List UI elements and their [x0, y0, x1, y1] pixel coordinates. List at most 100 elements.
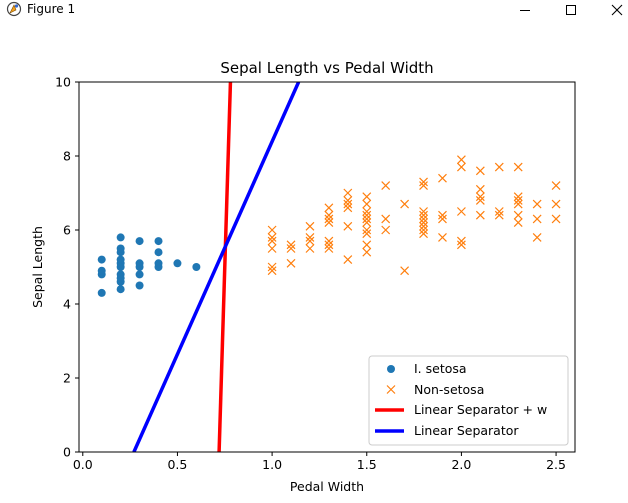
- y-tick-label: 0: [63, 445, 71, 460]
- maximize-icon: [566, 5, 576, 15]
- non-setosa-point: [305, 232, 315, 242]
- legend: I. setosa Non-setosa Linear Separator + …: [368, 355, 569, 446]
- non-setosa-point: [475, 166, 485, 176]
- x-tick-label: 0.5: [167, 457, 187, 472]
- non-setosa-point: [494, 210, 504, 220]
- non-setosa-point: [343, 195, 353, 205]
- non-setosa-point: [456, 240, 466, 250]
- non-setosa-point: [475, 192, 485, 202]
- non-setosa-point: [362, 214, 372, 224]
- non-setosa-point: [513, 192, 523, 202]
- legend-setosa-label: I. setosa: [414, 361, 467, 376]
- non-setosa-point: [381, 214, 391, 224]
- non-setosa-point: [362, 225, 372, 235]
- x-tick-label: 1.0: [262, 457, 282, 472]
- non-setosa-point: [475, 195, 485, 205]
- non-setosa-point: [513, 210, 523, 220]
- x-axis-label: Pedal Width: [290, 479, 364, 494]
- setosa-point: [154, 248, 163, 257]
- minimize-icon: [520, 10, 530, 11]
- non-setosa-point: [343, 188, 353, 198]
- non-setosa-point: [381, 181, 391, 191]
- non-setosa-point: [419, 181, 428, 191]
- setosa-point: [135, 237, 144, 246]
- non-setosa-point: [532, 214, 542, 224]
- close-icon: [611, 4, 623, 16]
- y-tick-label: 4: [63, 297, 71, 312]
- setosa-point: [116, 285, 125, 294]
- setosa-point: [154, 259, 163, 268]
- non-setosa-point: [267, 225, 277, 235]
- window-titlebar: Figure 1: [0, 0, 628, 20]
- non-setosa-point: [419, 218, 428, 228]
- legend-blue-label: Linear Separator: [414, 423, 519, 438]
- non-setosa-point: [362, 247, 372, 257]
- non-setosa-point: [343, 199, 353, 209]
- non-setosa-point: [438, 173, 447, 183]
- x-tick-label: 2.0: [451, 457, 471, 472]
- maximize-button[interactable]: [548, 0, 594, 20]
- non-setosa-point: [305, 221, 315, 231]
- non-setosa-point: [267, 236, 277, 246]
- non-setosa-point: [551, 199, 561, 209]
- minimize-button[interactable]: [502, 0, 548, 20]
- non-setosa-point: [419, 214, 428, 224]
- non-setosa-point: [286, 258, 296, 268]
- non-setosa-point: [267, 262, 277, 272]
- setosa-point: [135, 270, 144, 279]
- non-setosa-point: [324, 244, 334, 253]
- non-setosa-point: [362, 229, 372, 239]
- setosa-point: [135, 259, 144, 268]
- non-setosa-point: [419, 177, 428, 187]
- non-setosa-point: [286, 240, 296, 250]
- non-setosa-point: [438, 214, 447, 224]
- non-setosa-point: [362, 199, 372, 209]
- plot-area: [97, 82, 561, 452]
- non-setosa-point: [475, 210, 485, 220]
- legend-red-label: Linear Separator + w: [414, 402, 547, 417]
- non-setosa-point: [513, 162, 523, 172]
- non-setosa-point: [324, 210, 334, 220]
- non-setosa-point: [532, 199, 542, 209]
- non-setosa-point: [419, 225, 428, 235]
- legend-nonsetosa-label: Non-setosa: [414, 382, 484, 397]
- non-setosa-point: [362, 240, 372, 250]
- y-tick-label: 10: [55, 75, 71, 90]
- setosa-point: [116, 233, 125, 242]
- non-setosa-point: [343, 221, 353, 231]
- non-setosa-point: [324, 214, 334, 224]
- non-setosa-point: [286, 244, 296, 253]
- non-setosa-point: [551, 214, 561, 224]
- separator-w-line: [217, 82, 233, 452]
- non-setosa-point: [362, 192, 372, 202]
- setosa-point: [97, 288, 106, 297]
- non-setosa-point: [267, 244, 277, 253]
- python-figure-icon[interactable]: [6, 1, 22, 17]
- non-setosa-point: [343, 255, 353, 265]
- non-setosa-point: [475, 184, 485, 194]
- non-setosa-point: [362, 207, 372, 216]
- non-setosa-point: [438, 232, 447, 242]
- non-setosa-point: [456, 207, 466, 216]
- axes-frame: [78, 81, 576, 453]
- non-setosa-point: [400, 266, 410, 276]
- non-setosa-point: [381, 225, 391, 235]
- non-setosa-point: [438, 210, 447, 220]
- non-setosa-point: [400, 199, 410, 209]
- x-tick-label: 1.5: [357, 457, 377, 472]
- non-setosa-point: [305, 244, 315, 253]
- y-axis-label: Sepal Length: [30, 226, 45, 308]
- setosa-point: [116, 255, 125, 264]
- non-setosa-point: [532, 232, 542, 242]
- non-setosa-point: [456, 162, 466, 172]
- close-button[interactable]: [594, 0, 628, 20]
- non-setosa-point: [419, 221, 428, 231]
- setosa-point: [97, 255, 106, 264]
- non-setosa-point: [456, 236, 466, 246]
- chart-title: Sepal Length vs Pedal Width: [220, 59, 433, 77]
- non-setosa-point: [305, 236, 315, 246]
- non-setosa-point: [324, 236, 334, 246]
- x-tick-label: 0.0: [73, 457, 93, 472]
- non-setosa-point: [494, 207, 504, 216]
